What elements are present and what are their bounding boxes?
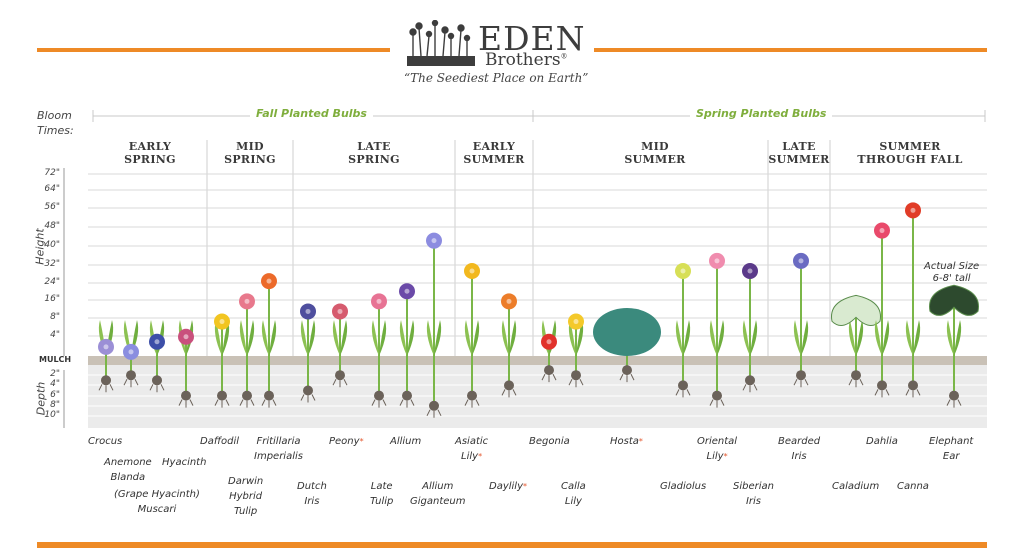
plant-daylily — [501, 293, 517, 398]
label-begonia: Begonia — [529, 436, 570, 447]
label-muscari: (Grape Hyacinth) Muscari — [114, 489, 200, 515]
plant-allium-giganteum — [426, 232, 442, 418]
wildflower-logo-icon — [407, 20, 475, 66]
label-dahlia: Dahlia — [866, 436, 898, 447]
height-tick-label: 56" — [44, 202, 60, 212]
plant-caladium — [831, 294, 881, 388]
label-allium: Allium — [390, 436, 422, 447]
label-calla-lily: Calla Lily — [561, 481, 586, 507]
label-gladiolus: Gladiolus — [660, 481, 707, 492]
group-label-spring: Spring Planted Bulbs — [690, 107, 833, 120]
plant-crocus — [98, 320, 114, 393]
plant-darwin-hybrid-tulip — [239, 293, 255, 408]
depth-tick-label: 10" — [44, 410, 60, 420]
height-tick-label: 16" — [44, 294, 60, 304]
plant-peony — [332, 303, 348, 388]
plant-daffodil — [214, 313, 230, 408]
label-oriental-lily: Oriental Lily* — [697, 436, 738, 462]
label-elephant-ear: Elephant Ear — [929, 436, 974, 462]
label-asiatic-lily: Asiatic Lily* — [455, 436, 489, 462]
height-tick-label: 4" — [50, 330, 60, 340]
height-tick-label: 72" — [44, 168, 60, 178]
plant-hosta — [593, 308, 661, 383]
plant-canna — [905, 202, 921, 398]
label-peony: Peony* — [329, 436, 364, 447]
label-daylily: Daylily* — [489, 481, 527, 492]
mulch-label: MULCH — [39, 355, 72, 364]
depth-tick-label: 4" — [50, 379, 60, 389]
plant-late-tulip — [371, 293, 387, 408]
season-early-summer: EARLY SUMMER — [463, 140, 525, 166]
height-tick-label: 32" — [44, 259, 60, 269]
plant-hyacinth — [178, 320, 194, 408]
season-mid-spring: MID SPRING — [224, 140, 276, 166]
plant-grape-hyacinth-muscari — [149, 320, 165, 393]
plant-dutch-iris — [300, 303, 316, 403]
height-tick-label: 24" — [44, 277, 60, 287]
footer-rule — [37, 542, 987, 548]
season-mid-summer: MID SUMMER — [624, 140, 686, 166]
label-late-tulip: Late Tulip — [370, 481, 394, 507]
plant-gladiolus — [675, 263, 691, 398]
label-darwin-tulip: Darwin Hybrid Tulip — [228, 476, 264, 517]
height-tick-label: 64" — [44, 184, 60, 194]
season-summer-through-fall: SUMMER THROUGH FALL — [857, 140, 963, 166]
depth-tick-label: 8" — [50, 400, 60, 410]
season-late-spring: LATE SPRING — [348, 140, 400, 166]
season-early-spring: EARLY SPRING — [124, 140, 176, 166]
elephant-ear-note: Actual Size 6-8' tall — [924, 261, 980, 284]
bloom-times-label: Bloom Times: — [37, 109, 74, 137]
height-tick-label: 48" — [44, 221, 60, 231]
brand-name: EDEN — [478, 19, 586, 58]
label-fritillaria: Fritillaria Imperialis — [254, 436, 303, 462]
label-dutch-iris: Dutch Iris — [297, 481, 327, 507]
plant-allium — [399, 283, 415, 408]
height-tick-label: 8" — [50, 312, 60, 322]
brand-tagline: “The Seediest Place on Earth” — [404, 71, 589, 85]
label-siberian-iris: Siberian Iris — [733, 481, 774, 507]
header-rule-left — [37, 48, 390, 52]
brand-name-secondary: Brothers® — [485, 50, 568, 70]
label-allium-giganteum: Allium Giganteum — [410, 481, 466, 507]
label-crocus: Crocus — [88, 436, 123, 447]
height-tick-label: 40" — [44, 240, 60, 250]
plant-oriental-lily — [709, 252, 725, 408]
season-late-summer: LATE SUMMER — [768, 140, 830, 166]
plant-asiatic-lily — [464, 263, 480, 408]
depth-tick-label: 6" — [50, 390, 60, 400]
depth-tick-label: 2" — [50, 369, 60, 379]
plant-dahlia — [874, 222, 890, 398]
label-hosta: Hosta* — [610, 436, 643, 447]
label-anemone-blanda: Anemone Blanda — [104, 457, 152, 483]
label-daffodil: Daffodil — [200, 436, 240, 447]
plant-begonia — [541, 320, 557, 383]
plant-anemone-blanda — [123, 320, 139, 388]
plant-calla-lily — [568, 313, 584, 388]
plant-bearded-iris — [793, 252, 809, 388]
group-label-fall: Fall Planted Bulbs — [250, 107, 373, 120]
plant-siberian-iris — [742, 263, 758, 393]
label-caladium: Caladium — [832, 481, 880, 492]
plant-fritillaria-imperialis — [261, 273, 277, 408]
header-rule-right — [594, 48, 987, 52]
label-canna: Canna — [897, 481, 929, 492]
plant-elephant-ear — [929, 284, 979, 408]
label-hyacinth: Hyacinth — [162, 457, 207, 468]
label-bearded-iris: Bearded Iris — [778, 436, 821, 462]
